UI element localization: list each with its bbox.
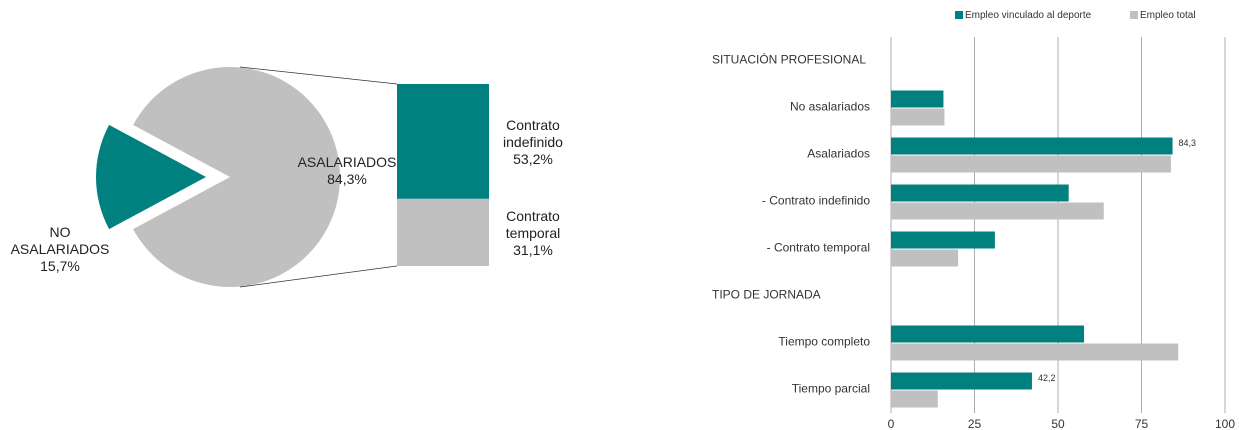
bar	[891, 231, 995, 249]
breakdown-label: Contrato indefinido	[503, 117, 563, 150]
legend-label: Empleo vinculado al deporte	[965, 10, 1092, 21]
x-tick-label: 0	[888, 417, 895, 430]
section-header: TIPO DE JORNADA	[712, 288, 821, 302]
breakdown-value-label: 31,1%	[513, 242, 553, 258]
data-label: 42,2	[1038, 373, 1056, 383]
y-tick-label: Tiempo completo	[778, 335, 870, 349]
breakdown-label: Contrato temporal	[505, 208, 561, 241]
y-tick-label: No asalariados	[790, 100, 870, 114]
bar	[891, 343, 1179, 361]
x-tick-label: 100	[1215, 417, 1235, 430]
pie-label: ASALARIADOS	[297, 154, 397, 170]
breakdown-value-label: 53,2%	[513, 151, 553, 167]
bar	[891, 202, 1104, 220]
pie-value-label: 15,7%	[40, 258, 80, 274]
y-tick-label: - Contrato temporal	[767, 241, 870, 255]
y-tick-label: - Contrato indefinido	[762, 194, 870, 208]
y-tick-label: Tiempo parcial	[792, 382, 870, 396]
bar	[891, 390, 938, 408]
pie-slice	[95, 124, 206, 230]
pie-value-label: 84,3%	[327, 171, 367, 187]
bar	[891, 184, 1069, 202]
bar	[891, 155, 1171, 173]
section-header: SITUACIÓN PROFESIONAL	[712, 52, 866, 67]
pie-slice	[133, 67, 340, 287]
connector	[239, 265, 398, 288]
breakdown-bar	[397, 198, 489, 266]
legend-swatch	[955, 11, 963, 19]
bar	[891, 372, 1032, 390]
legend-swatch	[1130, 11, 1138, 19]
data-label: 84,3	[1179, 138, 1197, 148]
bar	[891, 137, 1173, 155]
x-tick-label: 75	[1135, 417, 1149, 430]
bar	[891, 249, 959, 267]
legend-label: Empleo total	[1140, 10, 1196, 21]
connector	[239, 66, 398, 85]
breakdown-bar	[397, 84, 489, 199]
x-tick-label: 25	[968, 417, 982, 430]
pie-label: NO ASALARIADOS	[10, 224, 110, 257]
bar	[891, 90, 944, 108]
y-tick-label: Asalariados	[807, 147, 870, 161]
bar	[891, 108, 945, 126]
x-tick-label: 50	[1051, 417, 1065, 430]
bar	[891, 325, 1085, 343]
